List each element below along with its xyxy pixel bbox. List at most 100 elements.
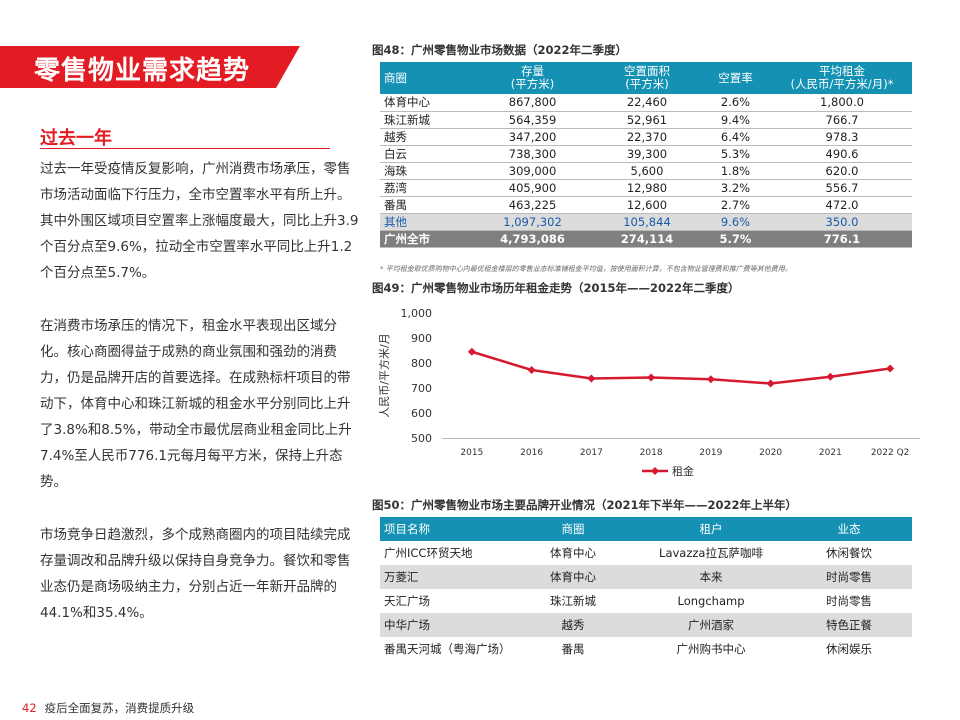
table-cell: 5.7% [698, 230, 772, 248]
table-row: 体育中心 867,800 22,460 2.6% 1,800.0 [380, 94, 912, 112]
footer-text: 疫后全面复苏，消费提质升级 [44, 701, 195, 715]
table-cell: 12,980 [595, 179, 699, 197]
table-cell: 22,460 [595, 94, 699, 112]
table-cell: 1,097,302 [470, 213, 596, 231]
table-cell: 荔湾 [380, 179, 470, 197]
paragraph-3: 市场竞争日趋激烈，多个成熟商圈内的项目陆续完成存量调改和品牌升级以保持自身竞争力… [40, 527, 351, 621]
x-tick-label: 2020 [759, 448, 782, 458]
y-axis-label: 人民币/平方米/月 [377, 333, 391, 417]
table-cell: 9.6% [698, 213, 772, 231]
x-tick-label: 2021 [819, 448, 842, 458]
table-cell: 6.4% [698, 128, 772, 146]
data-point [527, 366, 536, 374]
table-cell: 350.0 [772, 213, 912, 231]
table-cell: 12,600 [595, 196, 699, 214]
fig48-header-row: 商圈 存量 (平方米) 空置面积 (平方米) 空置率 平均租金 (人民币/平方米/月)… [380, 62, 912, 94]
table-cell: 105,844 [595, 213, 699, 231]
table-cell: 274,114 [595, 230, 699, 248]
table-cell: 5.3% [698, 145, 772, 163]
table-cell: 309,000 [470, 162, 596, 180]
table-cell: 特色正餐 [786, 613, 912, 637]
table-cell: 本来 [636, 565, 786, 589]
fig50-header-cell: 租户 [636, 517, 786, 541]
table-cell: 广州酒家 [636, 613, 786, 637]
table-cell: 52,961 [595, 111, 699, 129]
paragraph-2: 在消费市场承压的情况下，租金水平表现出区域分化。核心商圈得益于成熟的商业氛围和强… [40, 318, 352, 490]
table-cell: 广州全市 [380, 230, 470, 248]
table-cell: 347,200 [470, 128, 596, 146]
table-cell: Longchamp [677, 594, 745, 608]
table-row: 天汇广场 珠江新城 Longchamp 时尚零售 [380, 589, 912, 613]
table-cell: 978.3 [772, 128, 912, 146]
table-cell: 556.7 [772, 179, 912, 197]
y-tick-label: 900 [411, 332, 432, 345]
data-point [467, 347, 476, 356]
fig50-table: 项目名称 商圈 租户 业态 广州ICC环贸天地 体育中心 Lavazza拉瓦萨咖啡休… [380, 517, 912, 661]
table-cell: 1.8% [698, 162, 772, 180]
table-cell: 620.0 [772, 162, 912, 180]
table-cell: 2.7% [698, 196, 772, 214]
fig48-table: 商圈 存量 (平方米) 空置面积 (平方米) 空置率 平均租金 (人民币/平方米/月)… [380, 62, 912, 248]
table-row: 珠江新城 564,359 52,961 9.4% 766.7 [380, 111, 912, 129]
title-banner [0, 46, 300, 88]
table-cell: 1,800.0 [772, 94, 912, 112]
fig48-header-cell: 存量 (平方米) [470, 62, 596, 94]
table-cell: 738,300 [470, 145, 596, 163]
fig48-header-cell: 商圈 [380, 62, 470, 94]
table-cell: 490.6 [772, 145, 912, 163]
y-tick-label: 600 [411, 407, 432, 420]
section-heading: 过去一年 [40, 128, 112, 149]
x-tick-label: 2016 [520, 448, 543, 458]
table-cell: 番禺天河城（粤海广场） [384, 642, 511, 656]
x-tick-label: 2018 [640, 448, 663, 458]
table-cell: 405,900 [470, 179, 596, 197]
y-tick-label: 1,000 [401, 307, 433, 320]
series-line [471, 350, 891, 385]
fig48-header-cell: 空置面积 (平方米) [595, 62, 699, 94]
table-cell: 体育中心 [510, 565, 636, 589]
data-point [587, 374, 596, 383]
fig50-header-cell: 商圈 [510, 517, 636, 541]
fig50-header-row: 项目名称 商圈 租户 业态 [380, 517, 912, 541]
fig50-header-cell: 项目名称 [380, 517, 510, 541]
table-cell: 天汇广场 [384, 594, 430, 608]
table-cell: 广州ICC环贸天地 [384, 546, 473, 560]
table-row: 荔湾 405,900 12,980 3.2% 556.7 [380, 179, 912, 197]
table-cell: 766.7 [772, 111, 912, 129]
table-row: 其他 1,097,302 105,844 9.6% 350.0 [380, 213, 912, 231]
y-tick-label: 500 [411, 432, 432, 445]
data-point [647, 373, 656, 382]
table-cell: 番禺 [380, 196, 470, 214]
table-row: 白云 738,300 39,300 5.3% 490.6 [380, 145, 912, 163]
fig50-header-cell: 业态 [786, 517, 912, 541]
table-cell: Lavazza拉瓦萨咖啡 [659, 546, 763, 560]
table-cell: 463,225 [470, 196, 596, 214]
legend-marker [651, 467, 659, 475]
fig50-title: 图50：广州零售物业市场主要品牌开业情况（2021年下半年——2022年上半年） [372, 498, 798, 512]
table-cell: 越秀 [380, 128, 470, 146]
table-cell: 4,793,086 [470, 230, 596, 248]
table-cell: 39,300 [595, 145, 699, 163]
y-tick-label: 800 [411, 357, 432, 370]
x-tick-label: 2022 Q2 [871, 448, 910, 458]
table-row: 越秀 347,200 22,370 6.4% 978.3 [380, 128, 912, 146]
fig49-title: 图49：广州零售物业市场历年租金走势（2015年——2022年二季度） [372, 281, 740, 295]
paragraph-1: 过去一年受疫情反复影响，广州消费市场承压，零售市场活动面临下行压力，全市空置率水… [40, 161, 359, 281]
table-cell: 564,359 [470, 111, 596, 129]
fig48-title: 图48：广州零售物业市场数据（2022年二季度） [372, 43, 628, 57]
table-cell: 体育中心 [550, 546, 596, 560]
table-cell: 番禺 [561, 642, 585, 656]
fig48-header-cell: 空置率 [698, 62, 772, 94]
table-row: 海珠 309,000 5,600 1.8% 620.0 [380, 162, 912, 180]
table-cell: 867,800 [470, 94, 596, 112]
table-cell: 中华广场 [380, 613, 510, 637]
data-point [766, 379, 775, 388]
table-row: 番禺天河城（粤海广场） 番禺 广州购书中心 休闲娱乐 [380, 637, 912, 661]
page-title: 零售物业需求趋势 [34, 56, 251, 86]
x-tick-label: 2015 [460, 448, 483, 458]
section-divider [40, 148, 330, 149]
x-tick-label: 2017 [580, 448, 603, 458]
y-tick-label: 700 [411, 382, 432, 395]
table-cell: 时尚零售 [786, 565, 912, 589]
table-cell: 5,600 [595, 162, 699, 180]
